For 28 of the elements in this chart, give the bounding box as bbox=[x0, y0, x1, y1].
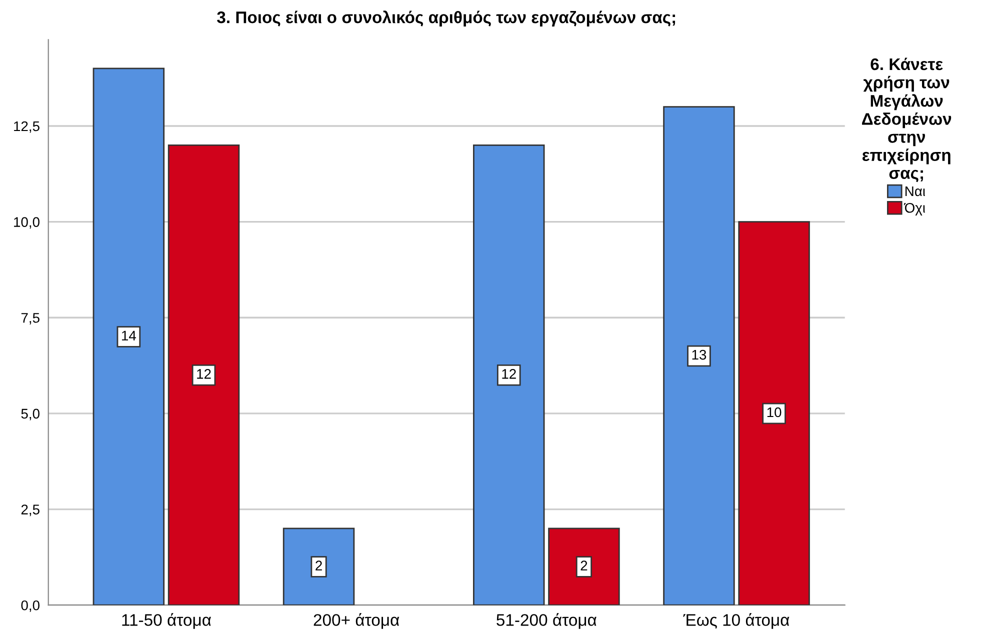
data-label: 12 bbox=[502, 369, 516, 379]
bar bbox=[738, 221, 810, 606]
legend-label: Ναι bbox=[906, 186, 926, 196]
y-tick-label: 12,5 bbox=[14, 121, 40, 133]
data-label: 2 bbox=[580, 560, 588, 570]
x-tick-label: Έως 10 άτομα bbox=[683, 613, 790, 629]
x-tick-label: 11-50 άτομα bbox=[122, 613, 212, 629]
data-label: 12 bbox=[197, 369, 211, 379]
bar bbox=[663, 106, 735, 606]
y-tick-label: 5,0 bbox=[21, 408, 40, 420]
data-label: 10 bbox=[767, 407, 782, 418]
chart-title: 3. Ποιος είναι ο συνολικός αριθμός των εργαζομένων σας; bbox=[217, 10, 676, 27]
data-label: 2 bbox=[316, 560, 322, 570]
data-label: 14 bbox=[122, 330, 136, 340]
bar bbox=[92, 68, 165, 606]
legend-label: Όχι bbox=[904, 202, 926, 216]
legend-title: 6. Κάνετε χρήση των Μεγάλων Δεδομένων στην επιχείρηση σας; bbox=[862, 58, 952, 182]
y-tick-label: 0,0 bbox=[21, 600, 40, 612]
data-label: 13 bbox=[692, 350, 706, 360]
y-tick-label: 10,0 bbox=[14, 217, 40, 229]
y-tick-label: 7,5 bbox=[21, 313, 40, 324]
bar bbox=[473, 144, 545, 606]
y-tick-label: 2,5 bbox=[21, 504, 40, 516]
bar bbox=[282, 528, 355, 606]
bar bbox=[548, 528, 620, 606]
x-tick-label: 200+ άτομα bbox=[314, 613, 400, 629]
x-tick-label: 51-200 άτομα bbox=[496, 613, 596, 629]
bar bbox=[168, 144, 240, 606]
